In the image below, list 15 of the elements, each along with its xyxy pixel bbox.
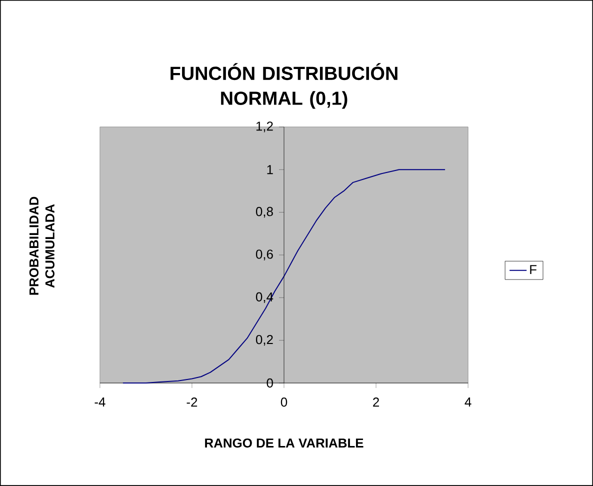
x-tick-label: -4	[94, 398, 106, 406]
x-tick-label: 0	[280, 398, 288, 407]
y-tick-label: 1,2	[256, 122, 273, 132]
x-axis-title: RANGO DE LA VARIABLE	[205, 438, 364, 448]
chart-title: FUNCIÓN DISTRIBUCIÓN NORMAL (0,1)	[170, 63, 398, 109]
y-tick-label: 0,6	[256, 250, 273, 260]
y-tick-label: 1	[267, 165, 273, 174]
x-tick-label: -2	[186, 398, 198, 407]
y-tick-label: 0,2	[256, 334, 273, 346]
x-tick-label: 4	[464, 398, 472, 406]
y-tick-label: 0,8	[256, 206, 273, 218]
x-tick-label: 2	[373, 398, 379, 407]
y-tick-label: 0	[266, 378, 273, 388]
y-axis-title: PROBABILIDAD ACUMULADA	[29, 196, 54, 295]
legend-label: F	[530, 265, 536, 274]
